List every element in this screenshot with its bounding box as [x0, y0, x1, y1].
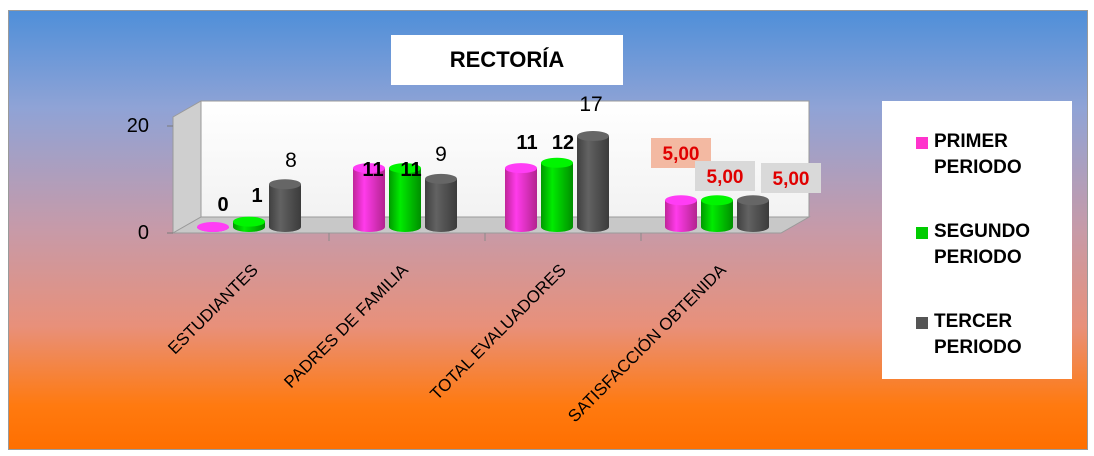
chart-legend: PRIMER PERIODO SEGUNDO PERIODO TERCER PE… [882, 101, 1072, 379]
bar-top [665, 195, 697, 206]
bar-3-3 [577, 131, 609, 232]
bar-body [577, 136, 609, 232]
legend-item-tercer: TERCER PERIODO [916, 309, 1054, 361]
bar-top [737, 195, 769, 206]
bar-2-1 [233, 216, 265, 232]
legend-label-tercer: TERCER PERIODO [934, 311, 1022, 358]
data-label-3-4: 5,00 [773, 169, 810, 190]
bar-body [425, 178, 457, 232]
bar-body [269, 184, 301, 232]
bar-body [389, 168, 421, 232]
data-label-2-2: 11 [400, 159, 421, 181]
side-wall [172, 100, 202, 234]
bar-1-4 [665, 195, 697, 232]
bar-3-4 [737, 195, 769, 232]
bar-top [425, 173, 457, 184]
chart-area: 0 20 0 1 8 11 11 9 11 12 17 5,00 5,00 5,00 ESTUDIANTES… [8, 10, 1088, 450]
data-label-1-2: 11 [362, 159, 383, 181]
data-label-2-1: 1 [251, 185, 262, 207]
bar-body [737, 200, 769, 232]
data-label-1-4: 5,00 [663, 144, 700, 165]
x-category-label-1: ESTUDIANTES [164, 260, 262, 358]
bar-top [505, 163, 537, 174]
bar-1-2 [353, 163, 385, 232]
legend-swatch-tercer [916, 317, 928, 329]
bar-top [233, 216, 265, 227]
bar-top [541, 157, 573, 168]
bar-2-3 [541, 157, 573, 232]
bar-top [269, 179, 301, 190]
legend-label-segundo: SEGUNDO PERIODO [934, 221, 1031, 268]
legend-swatch-primer [916, 137, 928, 149]
bar-top [197, 222, 229, 232]
bar-body [541, 162, 573, 232]
legend-item-primer: PRIMER PERIODO [916, 129, 1054, 181]
bar-2-4 [701, 195, 733, 232]
floor [171, 216, 811, 234]
data-label-2-4: 5,00 [707, 167, 744, 188]
legend-swatch-segundo [916, 227, 928, 239]
chart-title: RECTORÍA [391, 35, 623, 85]
bar-1-1 [197, 222, 229, 232]
bar-body [701, 200, 733, 232]
data-label-box [761, 163, 821, 193]
data-label-3-1: 8 [285, 149, 297, 172]
bar-body [665, 200, 697, 232]
x-category-label-3: TOTAL EVALUADORES [427, 260, 570, 403]
bar-top [577, 131, 609, 142]
x-category-label-2: PADRES DE FAMILIA [280, 260, 412, 392]
data-label-2-3: 12 [552, 132, 574, 154]
bar-3-2 [425, 173, 457, 232]
data-label-3-2: 9 [435, 143, 447, 166]
bar-2-2 [389, 163, 421, 232]
data-label-3-3: 17 [579, 93, 602, 116]
data-label-1-3: 11 [516, 132, 537, 154]
data-label-box [695, 161, 755, 191]
y-tick-label: 0 [138, 222, 149, 244]
legend-item-segundo: SEGUNDO PERIODO [916, 219, 1054, 271]
bar-top [701, 195, 733, 206]
y-tick-label: 20 [127, 115, 149, 137]
legend-label-primer: PRIMER PERIODO [934, 131, 1022, 178]
bar-top [353, 163, 385, 174]
x-category-label-4: SATISFACCIÓN OBTENIDA [564, 260, 730, 426]
data-label-1-1: 0 [217, 194, 228, 216]
bar-3-1 [269, 179, 301, 232]
bar-body [505, 168, 537, 232]
bar-top [389, 163, 421, 174]
bar-body [353, 168, 385, 232]
bar-1-3 [505, 163, 537, 232]
